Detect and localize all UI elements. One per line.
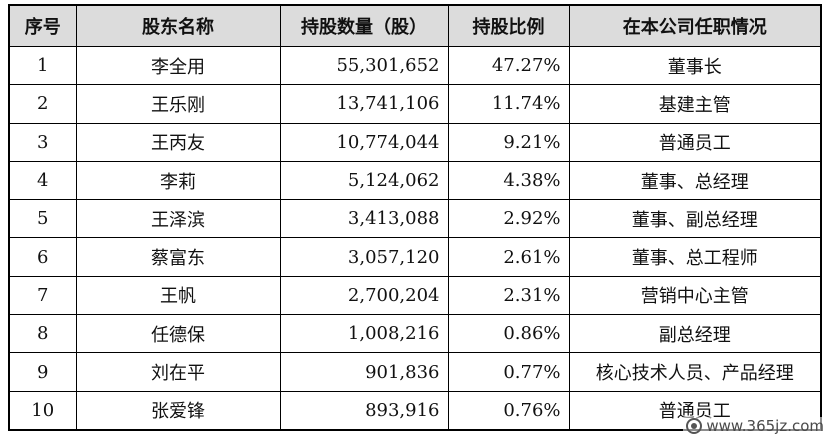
cell-shareholder-name: 李莉 (75, 160, 281, 201)
cell-index: 4 (8, 160, 77, 201)
cell-share-count: 1,008,216 (279, 314, 449, 354)
cell-position: 董事、总工程师 (568, 237, 822, 277)
table-row: 4 李莉 5,124,062 4.38% 董事、总经理 (8, 160, 822, 201)
cell-position: 董事、总经理 (568, 160, 822, 201)
cell-share-ratio: 11.74% (447, 84, 570, 124)
cell-position: 副总经理 (568, 314, 822, 354)
header-position: 在本公司任职情况 (568, 4, 822, 47)
cell-shareholder-name: 王丙友 (75, 122, 281, 162)
cell-index: 1 (8, 45, 77, 86)
cell-share-count: 893,916 (279, 390, 449, 431)
cell-position: 董事、副总经理 (568, 199, 822, 239)
cell-share-ratio: 2.61% (447, 237, 570, 277)
cell-share-ratio: 9.21% (447, 122, 570, 162)
table-header-row: 序号 股东名称 持股数量（股） 持股比例 在本公司任职情况 (8, 4, 822, 47)
cell-share-count: 3,413,088 (279, 199, 449, 239)
table-row: 8 任德保 1,008,216 0.86% 副总经理 (8, 314, 822, 354)
cell-index: 8 (8, 314, 77, 354)
site-logo-icon (686, 418, 703, 434)
table-row: 2 王乐刚 13,741,106 11.74% 基建主管 (8, 84, 822, 124)
cell-shareholder-name: 王乐刚 (75, 84, 281, 124)
cell-index: 3 (8, 122, 77, 162)
cell-shareholder-name: 王帆 (75, 275, 281, 316)
cell-index: 7 (8, 275, 77, 316)
table-row: 10 张爱锋 893,916 0.76% 普通员工 (8, 390, 822, 431)
cell-share-ratio: 4.38% (447, 160, 570, 201)
cell-index: 5 (8, 199, 77, 239)
cell-share-count: 901,836 (279, 352, 449, 392)
header-index: 序号 (8, 4, 77, 47)
cell-position: 核心技术人员、产品经理 (568, 352, 822, 392)
cell-share-ratio: 2.92% (447, 199, 570, 239)
cell-index: 10 (8, 390, 77, 431)
table-row: 1 李全用 55,301,652 47.27% 董事长 (8, 45, 822, 86)
cell-position: 基建主管 (568, 84, 822, 124)
cell-share-ratio: 0.76% (447, 390, 570, 431)
table-body: 1 李全用 55,301,652 47.27% 董事长 2 王乐刚 13,741,106 11.… (8, 45, 822, 431)
cell-position: 董事长 (568, 45, 822, 86)
table-row: 5 王泽滨 3,413,088 2.92% 董事、副总经理 (8, 199, 822, 239)
cell-position: 普通员工 (568, 122, 822, 162)
cell-share-count: 10,774,044 (279, 122, 449, 162)
cell-share-count: 13,741,106 (279, 84, 449, 124)
cell-shareholder-name: 蔡富东 (75, 237, 281, 277)
cell-index: 9 (8, 352, 77, 392)
cell-shareholder-name: 刘在平 (75, 352, 281, 392)
cell-share-count: 3,057,120 (279, 237, 449, 277)
cell-share-ratio: 2.31% (447, 275, 570, 316)
header-shareholder-name: 股东名称 (75, 4, 281, 47)
cell-share-count: 2,700,204 (279, 275, 449, 316)
table-row: 3 王丙友 10,774,044 9.21% 普通员工 (8, 122, 822, 162)
cell-share-ratio: 0.86% (447, 314, 570, 354)
cell-index: 6 (8, 237, 77, 277)
header-share-count: 持股数量（股） (279, 4, 449, 47)
cell-shareholder-name: 王泽滨 (75, 199, 281, 239)
cell-shareholder-name: 李全用 (75, 45, 281, 86)
shareholder-table: 序号 股东名称 持股数量（股） 持股比例 在本公司任职情况 1 李全用 55,301… (8, 4, 822, 431)
cell-share-count: 5,124,062 (279, 160, 449, 201)
cell-position: 营销中心主管 (568, 275, 822, 316)
cell-share-ratio: 47.27% (447, 45, 570, 86)
cell-index: 2 (8, 84, 77, 124)
table-row: 6 蔡富东 3,057,120 2.61% 董事、总工程师 (8, 237, 822, 277)
table-row: 9 刘在平 901,836 0.77% 核心技术人员、产品经理 (8, 352, 822, 392)
shareholder-table-frame: 序号 股东名称 持股数量（股） 持股比例 在本公司任职情况 1 李全用 55,301… (8, 4, 822, 436)
watermark: www.365jz.com (683, 417, 827, 435)
watermark-text: www.365jz.com (706, 417, 824, 435)
cell-share-count: 55,301,652 (279, 45, 449, 86)
cell-shareholder-name: 任德保 (75, 314, 281, 354)
cell-shareholder-name: 张爱锋 (75, 390, 281, 431)
header-share-ratio: 持股比例 (447, 4, 570, 47)
table-row: 7 王帆 2,700,204 2.31% 营销中心主管 (8, 275, 822, 316)
cell-share-ratio: 0.77% (447, 352, 570, 392)
